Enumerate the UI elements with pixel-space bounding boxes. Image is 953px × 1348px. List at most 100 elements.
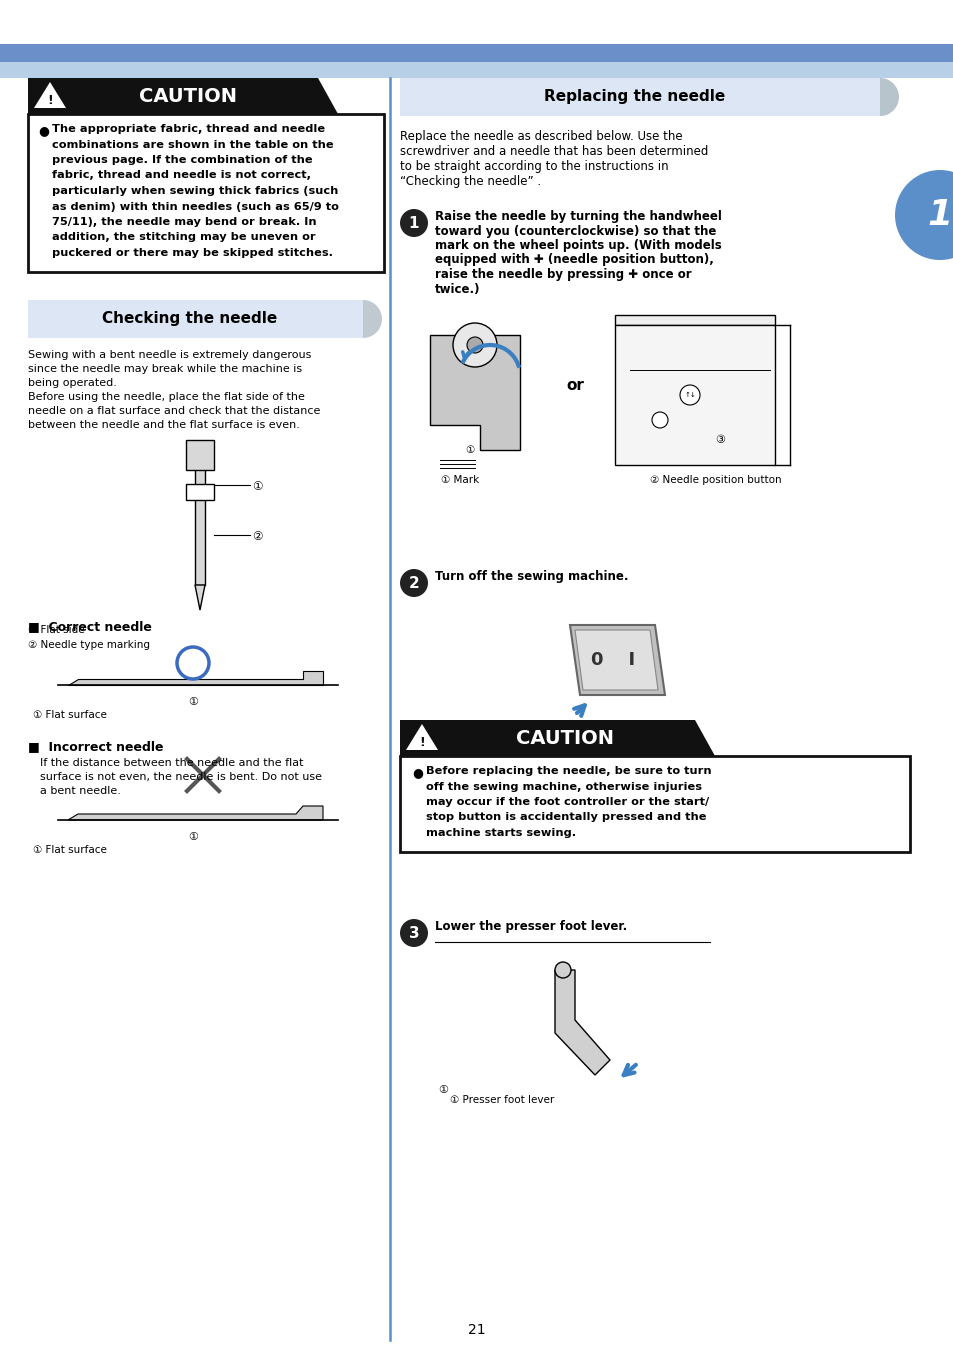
- Text: previous page. If the combination of the: previous page. If the combination of the: [52, 155, 313, 164]
- Text: surface is not even, the needle is bent. Do not use: surface is not even, the needle is bent.…: [40, 772, 322, 782]
- Text: Before replacing the needle, be sure to turn: Before replacing the needle, be sure to …: [426, 766, 711, 776]
- Polygon shape: [406, 724, 437, 749]
- Text: puckered or there may be skipped stitches.: puckered or there may be skipped stitche…: [52, 248, 333, 257]
- Text: equipped with ✚ (needle position button),: equipped with ✚ (needle position button)…: [435, 253, 713, 267]
- Text: !: !: [418, 736, 424, 748]
- Text: ↑↓: ↑↓: [683, 392, 695, 398]
- Bar: [615, 325, 774, 465]
- Text: ① Mark: ① Mark: [440, 474, 478, 485]
- Text: toward you (counterclockwise) so that the: toward you (counterclockwise) so that th…: [435, 225, 716, 237]
- Text: ③: ③: [714, 435, 724, 445]
- Text: being operated.: being operated.: [28, 377, 117, 388]
- Text: ①: ①: [252, 480, 262, 493]
- Text: CAUTION: CAUTION: [139, 86, 236, 105]
- Text: ■  Incorrect needle: ■ Incorrect needle: [28, 740, 163, 754]
- Text: ① Flat side: ① Flat side: [28, 625, 85, 635]
- Bar: [0, 62, 953, 78]
- Circle shape: [399, 569, 428, 597]
- Text: between the needle and the flat surface is even.: between the needle and the flat surface …: [28, 421, 299, 430]
- Text: 1: 1: [408, 216, 418, 231]
- Polygon shape: [575, 630, 658, 690]
- Text: stop button is accidentally pressed and the: stop button is accidentally pressed and …: [426, 813, 706, 822]
- Text: may occur if the foot controller or the start/: may occur if the foot controller or the …: [426, 797, 708, 807]
- Circle shape: [651, 412, 667, 429]
- Text: to be straight according to the instructions in: to be straight according to the instruct…: [399, 160, 668, 173]
- Text: Sewing with a bent needle is extremely dangerous: Sewing with a bent needle is extremely d…: [28, 350, 311, 360]
- Text: mark on the wheel points up. (With models: mark on the wheel points up. (With model…: [435, 239, 721, 252]
- Text: Turn off the sewing machine.: Turn off the sewing machine.: [435, 570, 628, 582]
- Text: ①: ①: [437, 1085, 448, 1095]
- Text: Lower the presser foot lever.: Lower the presser foot lever.: [435, 919, 626, 933]
- Bar: [186, 484, 213, 500]
- Text: ①: ①: [188, 832, 198, 842]
- Text: !: !: [47, 93, 52, 106]
- Polygon shape: [68, 806, 323, 820]
- Text: ●: ●: [412, 766, 422, 779]
- Bar: [186, 439, 213, 470]
- Text: addition, the stitching may be uneven or: addition, the stitching may be uneven or: [52, 232, 315, 243]
- Text: fabric, thread and needle is not correct,: fabric, thread and needle is not correct…: [52, 170, 311, 181]
- Text: or: or: [565, 377, 583, 392]
- Text: particularly when sewing thick fabrics (such: particularly when sewing thick fabrics (…: [52, 186, 338, 195]
- Text: twice.): twice.): [435, 283, 480, 295]
- Circle shape: [467, 337, 482, 353]
- Polygon shape: [430, 336, 519, 450]
- Text: 21: 21: [468, 1322, 485, 1337]
- Text: ① Presser foot lever: ① Presser foot lever: [450, 1095, 554, 1105]
- Polygon shape: [399, 720, 714, 756]
- Text: 0    I: 0 I: [590, 651, 635, 669]
- Text: 1: 1: [926, 198, 951, 232]
- Text: ② Needle position button: ② Needle position button: [649, 474, 781, 485]
- Text: ●: ●: [38, 124, 49, 137]
- Text: 3: 3: [408, 926, 419, 941]
- Text: combinations are shown in the table on the: combinations are shown in the table on t…: [52, 139, 334, 150]
- Polygon shape: [34, 82, 66, 108]
- Text: If the distance between the needle and the flat: If the distance between the needle and t…: [40, 758, 303, 768]
- Bar: [615, 315, 774, 325]
- Text: 2: 2: [408, 576, 419, 590]
- Polygon shape: [555, 971, 609, 1074]
- Text: machine starts sewing.: machine starts sewing.: [426, 828, 576, 838]
- Text: ①: ①: [188, 697, 198, 706]
- Circle shape: [679, 386, 700, 404]
- Text: 75/11), the needle may bend or break. In: 75/11), the needle may bend or break. In: [52, 217, 316, 226]
- Text: CAUTION: CAUTION: [516, 728, 614, 748]
- Text: as denim) with thin needles (such as 65/9 to: as denim) with thin needles (such as 65/…: [52, 201, 338, 212]
- Text: Replacing the needle: Replacing the needle: [544, 89, 725, 105]
- Circle shape: [453, 324, 497, 367]
- Circle shape: [399, 209, 428, 237]
- Text: Raise the needle by turning the handwheel: Raise the needle by turning the handwhee…: [435, 210, 721, 222]
- Wedge shape: [879, 78, 898, 116]
- Text: ① Flat surface: ① Flat surface: [33, 710, 107, 720]
- Text: ② Needle type marking: ② Needle type marking: [28, 640, 150, 650]
- Bar: [28, 115, 384, 271]
- Text: since the needle may break while the machine is: since the needle may break while the mac…: [28, 364, 302, 373]
- Text: ②: ②: [252, 530, 262, 543]
- Text: Checking the needle: Checking the needle: [102, 311, 277, 326]
- Text: Before using the needle, place the flat side of the: Before using the needle, place the flat …: [28, 392, 305, 402]
- Text: ① Flat surface: ① Flat surface: [33, 845, 107, 855]
- Text: raise the needle by pressing ✚ once or: raise the needle by pressing ✚ once or: [435, 268, 691, 280]
- Circle shape: [894, 170, 953, 260]
- Text: Replace the needle as described below. Use the: Replace the needle as described below. U…: [399, 129, 682, 143]
- Text: “Checking the needle” .: “Checking the needle” .: [399, 175, 540, 187]
- Text: ■  Correct needle: ■ Correct needle: [28, 620, 152, 634]
- Polygon shape: [569, 625, 664, 696]
- Circle shape: [555, 962, 571, 979]
- Circle shape: [399, 919, 428, 948]
- Wedge shape: [363, 301, 381, 338]
- Bar: [0, 44, 953, 62]
- Text: a bent needle.: a bent needle.: [40, 786, 121, 797]
- Polygon shape: [28, 78, 337, 115]
- Polygon shape: [68, 671, 323, 685]
- Bar: [399, 78, 879, 116]
- Text: ①: ①: [465, 445, 475, 456]
- Bar: [399, 756, 909, 852]
- Text: off the sewing machine, otherwise injuries: off the sewing machine, otherwise injuri…: [426, 782, 701, 791]
- Bar: [28, 301, 363, 338]
- Bar: [194, 456, 205, 585]
- Text: screwdriver and a needle that has been determined: screwdriver and a needle that has been d…: [399, 146, 708, 158]
- Text: The appropriate fabric, thread and needle: The appropriate fabric, thread and needl…: [52, 124, 325, 133]
- Polygon shape: [194, 585, 205, 611]
- Text: needle on a flat surface and check that the distance: needle on a flat surface and check that …: [28, 406, 320, 417]
